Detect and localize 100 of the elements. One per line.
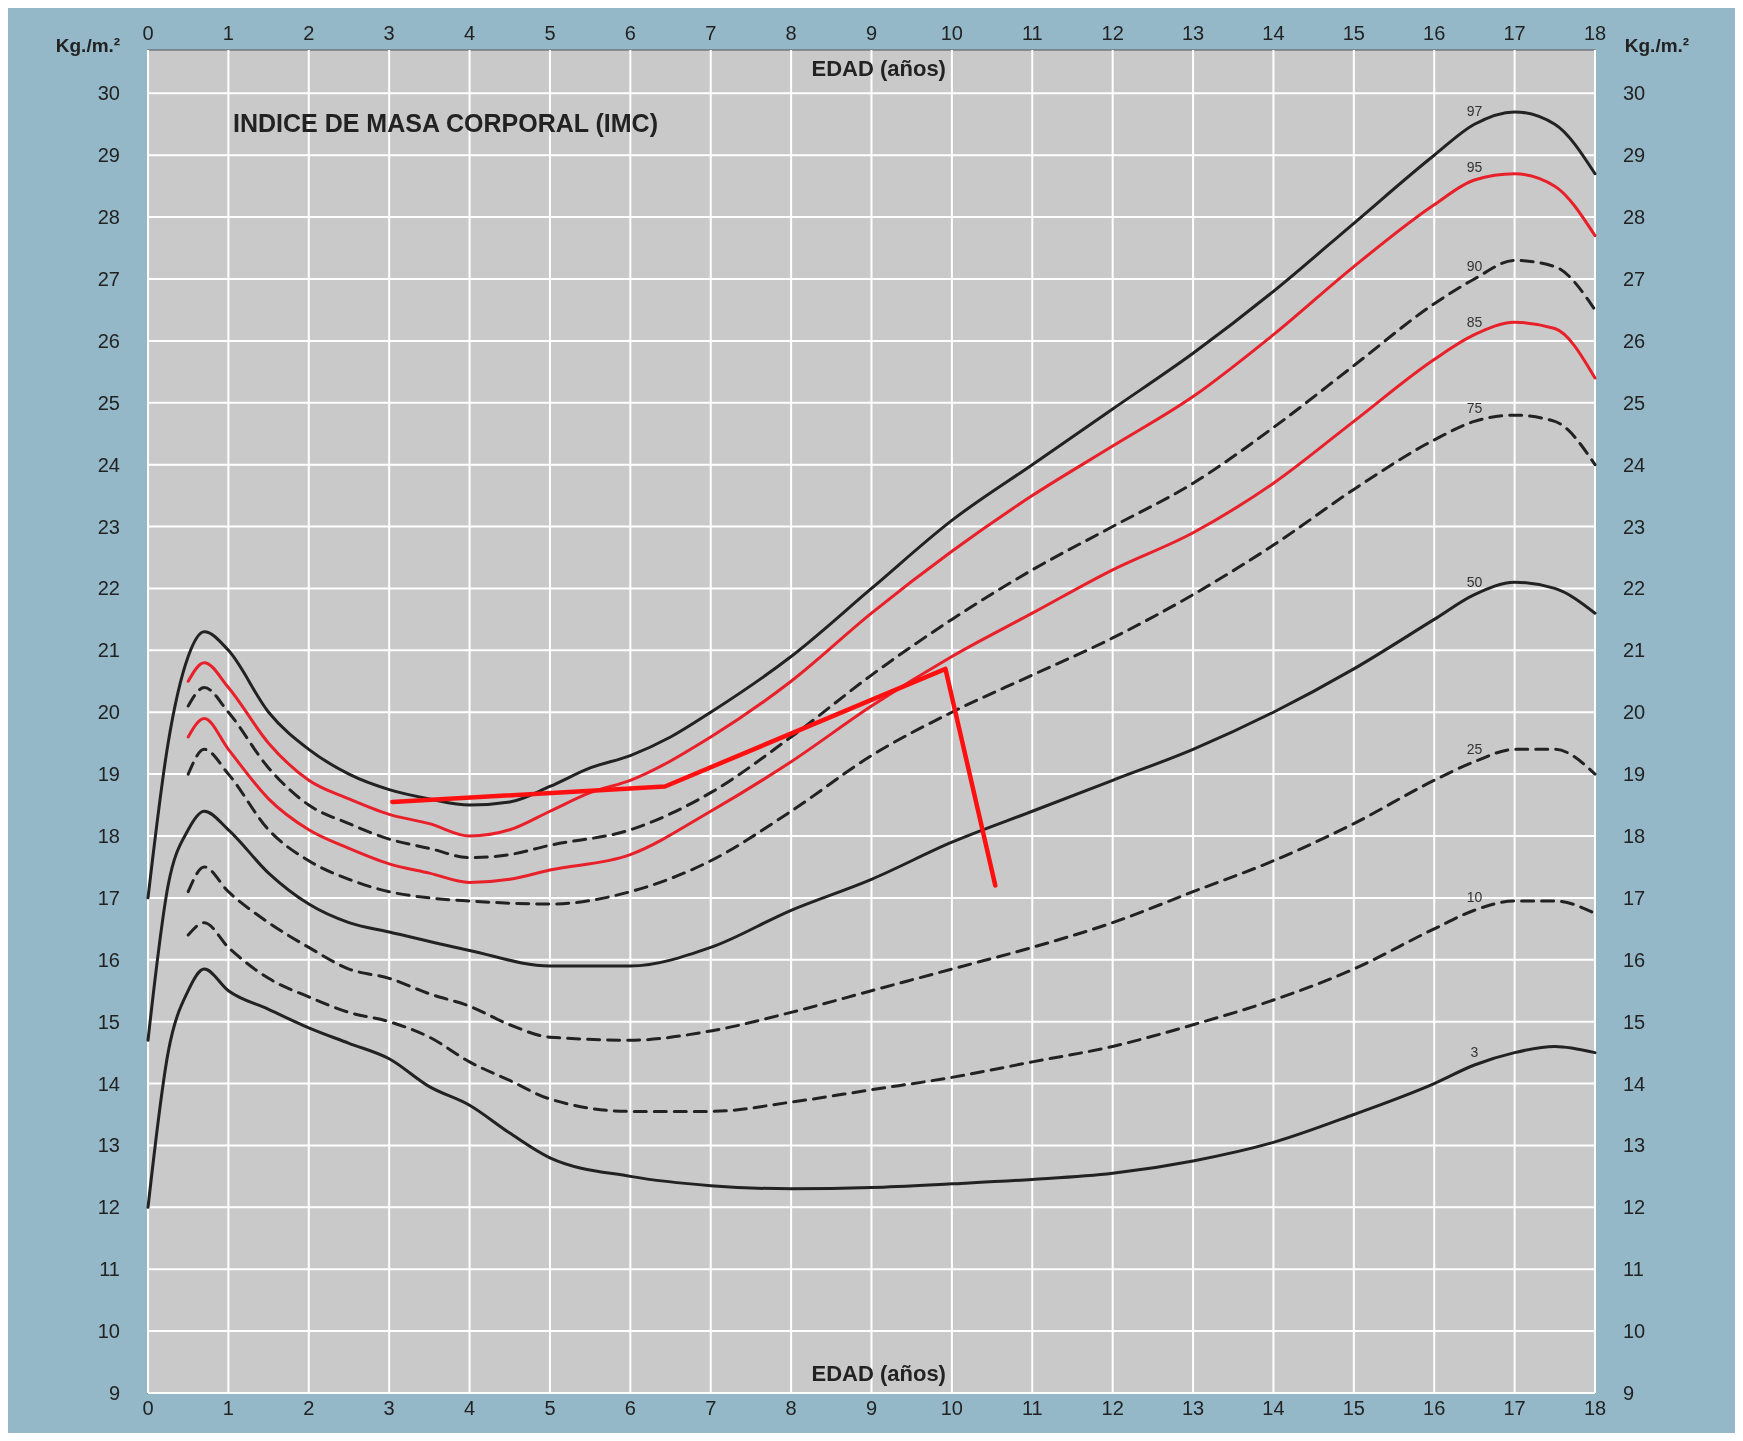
y2-tick-label: 13 [1623,1134,1646,1157]
y2-tick-label: 20 [1623,701,1646,724]
series-label: 10 [1466,889,1483,906]
y-tick-label: 15 [97,1010,120,1033]
x2-tick-label: 1 [222,22,234,44]
x-tick-label: 14 [1262,1397,1285,1419]
y2-tick-label: 17 [1623,886,1646,909]
x-tick-label: 2 [303,1397,315,1419]
y-tick-label: 25 [97,391,120,414]
series-label: 97 [1466,103,1483,120]
y2-tick-label: 21 [1623,639,1646,662]
y2-tick-label: 19 [1623,763,1646,786]
y-tick-label: 23 [97,515,120,538]
x2-tick-label: 12 [1101,22,1124,44]
x-tick-label: 11 [1021,1397,1043,1419]
y2-tick-label: 15 [1623,1010,1646,1033]
x-tick-label: 13 [1181,1397,1205,1419]
line-series [146,967,1597,1209]
x2-axis-title: EDAD (años) [811,56,946,81]
x2-tick-label: 3 [383,22,395,44]
x-tick-label: 9 [865,1397,878,1419]
y2-tick-label: 30 [1623,82,1646,105]
y-tick-label: 30 [97,82,120,105]
x-tick-label: 3 [383,1397,395,1419]
y2-tick-label: 23 [1623,515,1646,538]
y2-tick-label: 12 [1623,1196,1646,1219]
series-label: 95 [1466,158,1483,175]
y2-tick-label: 14 [1623,1072,1646,1095]
y-tick-label: 26 [97,329,120,352]
x2-tick-label: 18 [1583,22,1607,44]
y2-tick-label: 27 [1623,267,1646,290]
y-tick-label: 10 [97,1320,120,1343]
x-axis-title: EDAD (años) [811,1361,946,1386]
x2-tick-label: 7 [705,22,717,44]
line-series [390,666,998,888]
x2-tick-label: 0 [142,22,154,44]
x-tick-label: 15 [1342,1397,1365,1419]
y2-tick-label: 18 [1623,825,1646,847]
y-tick-label: 19 [97,763,120,786]
x-tick-label: 1 [222,1397,234,1419]
x-tick-label: 16 [1423,1397,1446,1419]
x-tick-label: 17 [1503,1397,1526,1419]
series-label: 3 [1470,1043,1479,1060]
y-tick-label: 28 [97,206,120,229]
y2-tick-label: 9 [1623,1382,1635,1404]
y2-tick-label: 11 [1623,1258,1644,1281]
x-tick-label: 4 [463,1397,476,1419]
x2-tick-label: 14 [1262,22,1285,44]
y-tick-label: 12 [97,1196,120,1219]
line-series [186,413,1597,906]
x2-tick-label: 5 [544,22,556,44]
y2-tick-label: 16 [1623,948,1646,971]
x2-tick-label: 8 [785,22,797,44]
y2-tick-label: 10 [1623,1320,1646,1343]
y2-axis-title: Kg./m.² [1624,35,1690,56]
x2-tick-label: 6 [624,22,636,44]
x2-tick-label: 11 [1021,22,1043,44]
x2-tick-label: 13 [1181,22,1205,44]
x-tick-label: 12 [1101,1397,1124,1419]
y-tick-label: 18 [97,825,120,847]
y-tick-label: 21 [97,639,120,662]
y2-tick-label: 22 [1623,577,1646,600]
series-label: 50 [1466,573,1483,590]
series-label: 90 [1466,257,1483,274]
y-tick-label: 27 [97,267,120,290]
y-tick-label: 17 [97,886,120,909]
x-tick-label: 8 [785,1397,797,1419]
x-tick-label: 0 [142,1397,154,1419]
y2-tick-label: 29 [1623,144,1646,167]
line-series [186,172,1597,838]
x2-tick-label: 4 [463,22,476,44]
y-tick-label: 22 [97,577,120,600]
x-tick-label: 7 [705,1397,717,1419]
x-tick-label: 10 [940,1397,964,1419]
series-label: 75 [1466,400,1483,417]
y2-tick-label: 26 [1623,329,1646,352]
y2-tick-label: 24 [1623,453,1646,476]
y-tick-label: 11 [99,1258,120,1281]
x-tick-label: 18 [1583,1397,1607,1419]
x-tick-label: 6 [624,1397,636,1419]
y2-tick-label: 28 [1623,206,1646,229]
series-label: 85 [1466,313,1483,330]
y-tick-label: 13 [97,1134,120,1157]
y2-tick-label: 25 [1623,391,1646,414]
y-tick-label: 29 [97,144,120,167]
x2-tick-label: 9 [865,22,878,44]
y-tick-label: 20 [97,701,120,724]
x2-tick-label: 10 [940,22,964,44]
x2-tick-label: 16 [1423,22,1446,44]
y-axis-title: Kg./m.² [55,35,121,56]
x2-tick-label: 17 [1503,22,1526,44]
x-tick-label: 5 [544,1397,556,1419]
series-label: 25 [1466,740,1483,757]
y-tick-label: 24 [97,453,120,476]
x2-tick-label: 2 [303,22,315,44]
y-tick-label: 16 [97,948,120,971]
y-tick-label: 14 [97,1072,120,1095]
x2-tick-label: 15 [1342,22,1365,44]
text: INDICE DE MASA CORPORAL (IMC) [233,109,658,137]
y-tick-label: 9 [108,1382,120,1404]
